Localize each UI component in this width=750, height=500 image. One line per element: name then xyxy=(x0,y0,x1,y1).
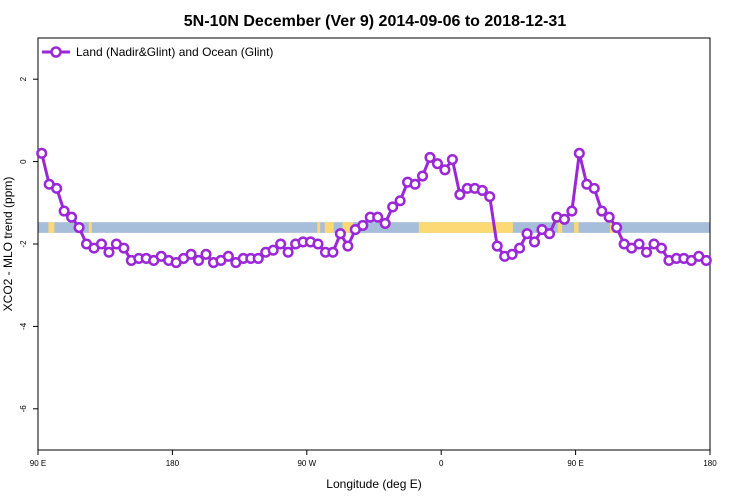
data-point xyxy=(200,248,212,260)
data-point xyxy=(700,254,712,267)
data-point xyxy=(521,228,533,240)
series-line xyxy=(40,151,707,265)
data-point xyxy=(566,205,578,217)
plot-frame xyxy=(37,37,711,451)
data-point xyxy=(342,240,354,252)
legend-marker xyxy=(50,46,62,58)
land-segment xyxy=(324,222,334,233)
data-point xyxy=(416,170,429,182)
data-point xyxy=(446,153,458,166)
data-point xyxy=(439,164,451,176)
data-point xyxy=(431,158,444,170)
x-axis: 90 E 180 90 W 0 90 E 180 xyxy=(30,450,717,468)
x-tick-label: 90 E xyxy=(567,459,583,468)
data-point xyxy=(588,182,600,194)
y-tick-label: -2 xyxy=(19,240,28,248)
data-point xyxy=(409,178,421,190)
data-point xyxy=(282,246,294,258)
data-point xyxy=(573,147,585,159)
data-point xyxy=(506,248,518,260)
data-point xyxy=(185,248,197,260)
land-segment xyxy=(574,222,579,233)
data-point xyxy=(66,211,78,223)
data-point xyxy=(252,252,264,264)
x-tick-label: 90 E xyxy=(30,459,46,468)
data-point xyxy=(394,195,406,207)
data-point xyxy=(36,147,48,159)
legend-label: Land (Nadir&Glint) and Ocean (Glint) xyxy=(76,45,273,59)
chart-title: 5N-10N December (Ver 9) 2014-09-06 to 20… xyxy=(184,13,567,30)
data-point xyxy=(95,238,108,250)
data-point xyxy=(596,205,608,217)
data-point xyxy=(558,213,570,225)
data-point xyxy=(655,242,668,254)
data-point xyxy=(379,217,391,229)
data-point xyxy=(387,201,399,213)
land-segment xyxy=(317,222,321,233)
data-point xyxy=(58,205,70,217)
y-axis: 2 0 -2 -4 -6 xyxy=(19,76,38,412)
y-tick-label: -4 xyxy=(19,322,28,330)
data-point xyxy=(424,151,436,164)
data-point xyxy=(267,244,279,256)
x-tick-label: 0 xyxy=(439,459,444,468)
data-point xyxy=(312,238,324,250)
data-point xyxy=(491,240,503,252)
data-point xyxy=(372,211,384,223)
land-segment xyxy=(418,222,513,233)
data-point xyxy=(357,219,369,232)
data-point xyxy=(275,238,287,250)
land-segment xyxy=(342,222,354,233)
y-tick-label: 2 xyxy=(19,76,28,81)
data-point xyxy=(327,246,339,258)
y-tick-label: -6 xyxy=(19,405,28,413)
data-point xyxy=(73,221,85,234)
data-point xyxy=(514,242,526,254)
data-point xyxy=(103,246,115,258)
data-point xyxy=(528,236,541,248)
legend: Land (Nadir&Glint) and Ocean (Glint) xyxy=(42,45,273,59)
data-point xyxy=(611,221,623,234)
land-segment xyxy=(48,222,55,233)
series-layer xyxy=(36,147,712,269)
x-tick-label: 90 W xyxy=(297,459,316,468)
ocean-band xyxy=(38,222,710,233)
data-point xyxy=(118,242,130,254)
surface-band xyxy=(38,222,710,233)
x-tick-label: 180 xyxy=(166,459,180,468)
land-segment xyxy=(557,222,563,233)
x-axis-label: Longitude (deg E) xyxy=(326,477,421,491)
data-point xyxy=(454,189,466,201)
data-point xyxy=(334,228,346,240)
data-point xyxy=(222,250,234,262)
data-point xyxy=(640,246,653,258)
data-point xyxy=(51,182,63,194)
data-point xyxy=(603,211,615,223)
data-point xyxy=(476,184,488,196)
data-point xyxy=(543,228,556,240)
y-tick-label: 0 xyxy=(19,159,28,164)
y-axis-label: XCO2 - MLO trend (ppm) xyxy=(1,177,15,312)
land-segment xyxy=(88,222,92,233)
data-point xyxy=(484,191,496,203)
x-tick-label: 180 xyxy=(703,459,717,468)
data-point xyxy=(633,238,645,250)
data-point xyxy=(192,254,205,267)
